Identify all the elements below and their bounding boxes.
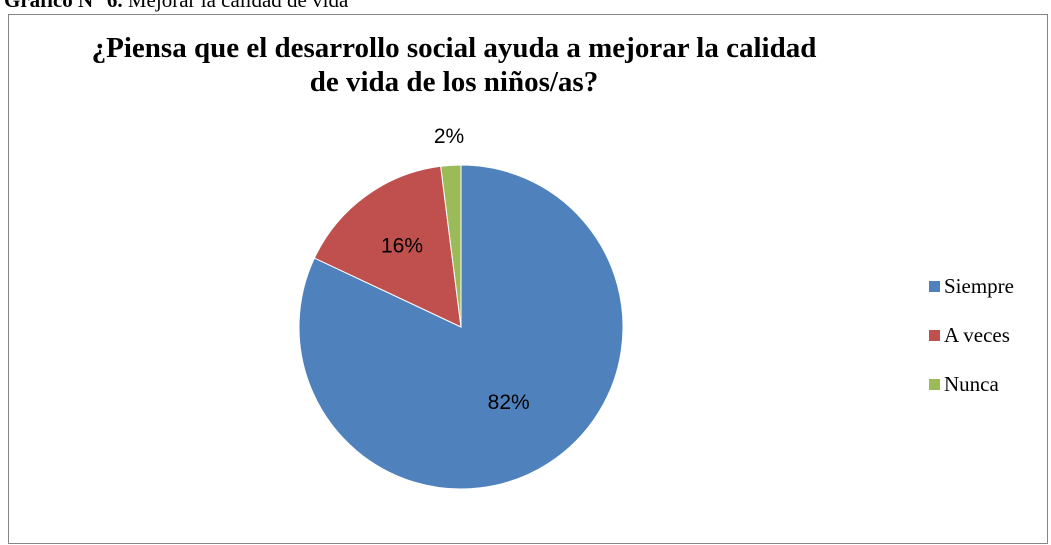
pie-labels: 82% 16% 2%	[381, 125, 530, 414]
legend-label-a-veces: A veces	[944, 322, 1010, 347]
pie-chart: 82% 16% 2%	[298, 125, 624, 490]
chart-title-line-2: de vida de los niños/as?	[309, 66, 599, 98]
chart-title-line-1: ¿Piensa que el desarrollo social ayuda a…	[91, 32, 817, 64]
chart-area: ¿Piensa que el desarrollo social ayuda a…	[8, 14, 1048, 544]
figure-caption-number: Gráfico N° 6.	[4, 0, 123, 12]
legend-label-nunca: Nunca	[944, 371, 999, 396]
pie-slice-a-veces	[313, 165, 462, 328]
chart-title: ¿Piensa que el desarrollo social ayuda a…	[9, 31, 899, 99]
data-label-siempre: 82%	[488, 391, 530, 414]
pie-slices	[298, 164, 624, 490]
pie-slice-nunca	[440, 164, 462, 328]
legend-swatch-siempre	[929, 280, 940, 292]
figure-caption-text: Mejorar la calidad de vida	[122, 0, 349, 12]
legend-swatch-nunca	[929, 378, 940, 390]
legend-item-siempre: Siempre	[929, 273, 1014, 299]
legend-item-a-veces: A veces	[929, 322, 1014, 348]
legend-item-nunca: Nunca	[929, 371, 1014, 397]
legend-swatch-a-veces	[929, 329, 940, 341]
data-label-a-veces: 16%	[381, 235, 423, 258]
legend-label-siempre: Siempre	[944, 273, 1014, 298]
chart-legend: Siempre A veces Nunca	[929, 273, 1014, 420]
figure-caption: Gráfico N° 6. Mejorar la calidad de vida	[4, 0, 348, 12]
data-label-nunca: 2%	[434, 125, 464, 148]
